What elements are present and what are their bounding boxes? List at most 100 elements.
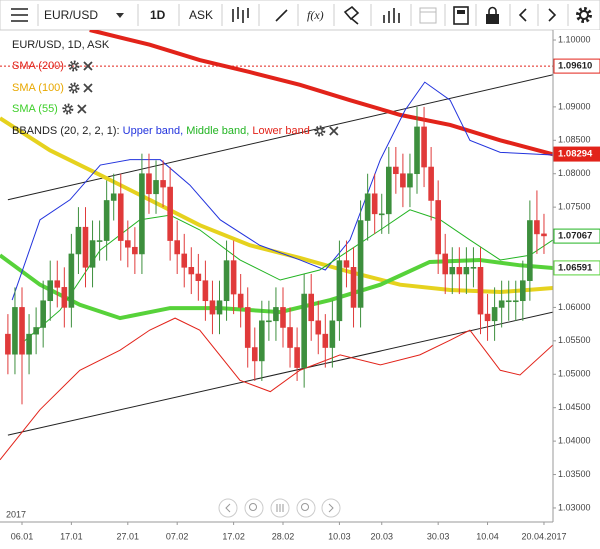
x-tick-label: 10.04 <box>476 531 499 541</box>
candle-body <box>301 293 307 368</box>
indicator-line <box>11 81 553 301</box>
timeframe-button[interactable]: 1D <box>150 8 166 22</box>
axes: 1.10000 1.09000 1.08500 1.08000 1.07500 1.060… <box>11 34 600 541</box>
lock-button[interactable] <box>486 6 499 25</box>
candle-body <box>160 180 166 188</box>
bars-icon <box>383 8 400 23</box>
candle-body <box>308 293 315 322</box>
zoom-controls <box>218 498 341 518</box>
gear-icon <box>576 7 592 23</box>
left-icon <box>518 8 527 22</box>
candle-body <box>167 186 173 241</box>
calculator-button[interactable] <box>453 6 469 25</box>
y-tick-label: 1.07500 <box>558 202 591 212</box>
shapes-button[interactable] <box>343 5 360 25</box>
indicator-line <box>0 116 553 295</box>
scroll-left-button[interactable] <box>518 8 527 22</box>
zoom-out[interactable] <box>244 498 264 518</box>
candle-body <box>244 307 251 348</box>
candle-body <box>407 173 413 188</box>
legend-header: EUR/USD, 1D, ASK <box>12 39 110 51</box>
price-type-button[interactable]: ASK <box>189 8 213 22</box>
x-tick-label: 07.02 <box>166 531 189 541</box>
candle-body <box>470 267 477 269</box>
indicator-line <box>7 74 553 201</box>
x-tick-label: 06.01 <box>11 531 34 541</box>
candle-body <box>456 267 463 275</box>
candle-body <box>117 193 124 241</box>
menu-icon <box>11 8 28 22</box>
candle-body <box>266 320 272 323</box>
pencil-icon <box>275 9 288 22</box>
candle-body <box>40 300 46 328</box>
price-label: 1.08294 <box>558 149 593 160</box>
candle-body <box>68 253 75 308</box>
candle-body <box>421 126 427 168</box>
candle-body <box>449 267 456 275</box>
indicators-button[interactable]: f(x) <box>307 8 324 22</box>
draw-button[interactable] <box>275 9 288 22</box>
symbol-selector[interactable]: EUR/USD <box>44 8 98 22</box>
legend-sma100: SMA (100) <box>12 82 64 94</box>
upper-band-label: Upper band, <box>123 125 184 137</box>
y-tick-label: 1.05500 <box>558 335 591 345</box>
lock-icon <box>486 14 499 24</box>
candle-body <box>5 333 11 355</box>
zoom-icon <box>328 503 334 513</box>
menu-button[interactable] <box>11 8 28 22</box>
legend-sma55: SMA (55) <box>12 103 58 115</box>
candle-body <box>195 273 202 281</box>
zoom-in[interactable] <box>296 498 316 518</box>
plot-area: 2017 <box>0 30 553 519</box>
x-tick-label: 30.03 <box>427 531 450 541</box>
y-tick-label: 1.06000 <box>558 302 591 312</box>
price-label-box <box>553 146 600 162</box>
price-label-box <box>553 228 600 244</box>
price-label: 1.09610 <box>558 61 592 72</box>
candle-body <box>273 307 279 322</box>
price-label: 1.07067 <box>558 231 592 242</box>
candle-body <box>527 220 533 281</box>
chart-type-button[interactable] <box>232 7 249 23</box>
candle-body <box>103 200 110 241</box>
zoom-icon <box>249 503 257 511</box>
y-tick-label: 1.04500 <box>558 402 591 412</box>
x-tick-label: 27.01 <box>117 531 140 541</box>
candle-body <box>336 260 343 322</box>
candle-body <box>400 173 406 188</box>
toolbar-bg <box>0 0 600 31</box>
zoom-back[interactable] <box>218 498 238 518</box>
candle-body <box>12 307 18 355</box>
candle-body <box>350 267 357 308</box>
settings-button[interactable] <box>576 7 592 23</box>
candle-body <box>385 166 392 215</box>
zoom-reset[interactable] <box>270 498 290 518</box>
x-tick-label: 17.02 <box>222 531 245 541</box>
year-label: 2017 <box>6 509 26 519</box>
calendar-button[interactable] <box>419 7 437 24</box>
volume-button[interactable] <box>383 8 400 23</box>
candle-body <box>393 166 399 175</box>
candle-body <box>505 300 512 303</box>
candle-body <box>259 320 265 362</box>
zoom-button <box>218 498 238 518</box>
candle-body <box>19 307 25 355</box>
scroll-right-button[interactable] <box>548 8 557 22</box>
zoom-forward[interactable] <box>321 498 341 518</box>
settings-icon-center <box>70 84 77 91</box>
right-icon <box>548 8 557 22</box>
indicator-line <box>89 30 553 157</box>
settings-icon <box>62 103 74 115</box>
shape-icon <box>343 5 360 25</box>
x-tick-label: 17.01 <box>60 531 83 541</box>
calculator-icon <box>453 6 469 25</box>
candle-body <box>230 260 237 295</box>
candle-body <box>33 327 39 335</box>
y-tick-label: 1.10000 <box>558 34 591 44</box>
settings-icon-center <box>70 63 77 70</box>
lower-band-label: Lower band <box>252 125 310 137</box>
settings-icon <box>68 82 80 94</box>
candle-body <box>329 320 336 348</box>
lock-shackle <box>488 6 497 14</box>
